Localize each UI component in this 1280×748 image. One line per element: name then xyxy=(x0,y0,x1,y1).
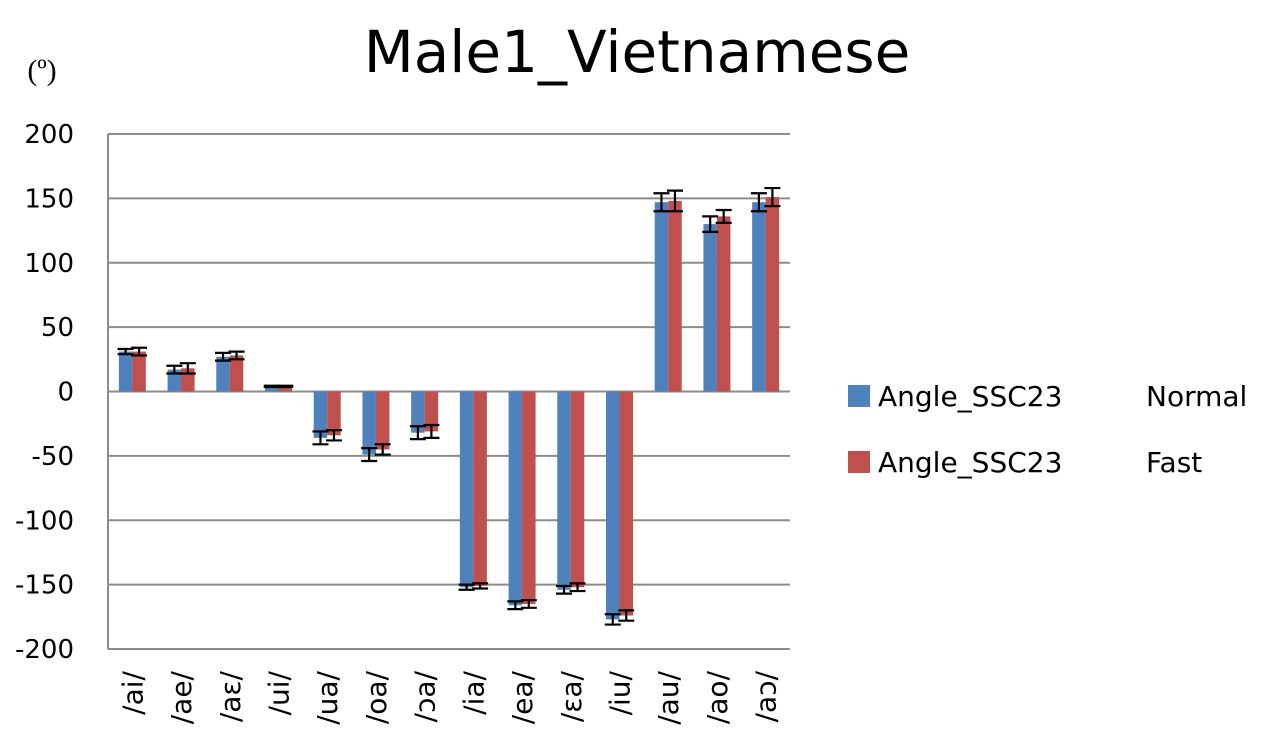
error-bar xyxy=(409,425,426,441)
error-bar xyxy=(277,384,294,389)
bar-fast xyxy=(473,391,487,586)
error-bar xyxy=(263,384,280,389)
bar-normal xyxy=(313,391,328,438)
error-bar xyxy=(166,364,183,375)
bar-fast xyxy=(522,391,536,604)
x-axis-ticks: /ai/ /ae/ /aɛ/ /ui/ /ua/ /oa/ /ɔa/ /ia/ /ea/ /ɛa/… xyxy=(116,670,782,724)
legend-condition: Fast xyxy=(1146,446,1202,479)
error-bar xyxy=(520,598,537,609)
error-bar xyxy=(653,192,670,213)
bar-normal xyxy=(557,391,571,590)
y-tick-label: 200 xyxy=(24,120,74,150)
x-tick-label: /au/ xyxy=(652,670,685,724)
error-bar xyxy=(131,346,148,357)
bar-normal xyxy=(265,386,279,392)
error-bar xyxy=(556,584,573,595)
bar-fast xyxy=(668,200,682,392)
y-tick-label: -50 xyxy=(32,442,74,472)
y-tick-label: 50 xyxy=(41,313,74,343)
legend-swatch-normal xyxy=(848,385,870,407)
x-tick-label: /ɛa/ xyxy=(555,670,588,722)
legend-series-name: Angle_SSC23 xyxy=(878,380,1062,413)
bar-normal xyxy=(606,391,620,620)
bar-normal xyxy=(118,351,133,392)
x-tick-label: /ui/ xyxy=(263,670,296,715)
bar-normal xyxy=(411,391,425,433)
x-tick-label: /ea/ xyxy=(506,670,539,724)
y-tick-label: 100 xyxy=(24,249,74,279)
x-tick-label: /ɔa/ xyxy=(409,670,442,722)
error-bar xyxy=(507,600,524,611)
bar-fast xyxy=(327,391,341,436)
legend-series-name: Angle_SSC23 xyxy=(878,446,1062,479)
x-tick-label: /iu/ xyxy=(604,670,637,715)
bar-fast xyxy=(570,391,585,588)
error-bar xyxy=(361,447,378,463)
error-bar xyxy=(458,583,475,591)
legend-condition: Normal xyxy=(1146,380,1247,413)
error-bar xyxy=(325,429,342,442)
legend: Angle_SSC23 Normal Angle_SSC23 Fast xyxy=(848,380,1247,479)
bar-fast xyxy=(765,197,780,392)
bar-normal xyxy=(752,202,766,392)
y-tick-label: -150 xyxy=(15,571,74,601)
error-bar xyxy=(215,351,232,362)
bar-fast xyxy=(278,386,292,392)
bar-fast xyxy=(229,355,244,392)
bar-normal xyxy=(703,224,717,392)
x-tick-label: /oa/ xyxy=(360,670,393,724)
error-bar xyxy=(618,609,635,622)
x-tick-label: /ao/ xyxy=(701,670,734,724)
bar-fast xyxy=(424,391,439,432)
bar-normal xyxy=(654,202,669,392)
error-bar xyxy=(764,186,781,208)
legend-swatch-fast xyxy=(848,451,870,473)
error-bar xyxy=(715,208,732,224)
error-bar xyxy=(666,189,683,213)
bar-fast xyxy=(375,391,390,450)
bars xyxy=(118,197,780,620)
chart-title: Male1_Vietnamese xyxy=(364,18,911,86)
y-tick-label: -100 xyxy=(15,506,74,536)
error-bar xyxy=(750,192,767,213)
bar-normal xyxy=(362,391,376,455)
x-tick-label: /ia/ xyxy=(457,670,490,714)
x-tick-label: /aɔ/ xyxy=(750,670,783,722)
y-unit-label: (º) xyxy=(27,54,56,87)
bar-normal xyxy=(167,369,182,392)
bar-fast xyxy=(619,391,633,616)
y-tick-label: 150 xyxy=(24,184,74,214)
bar-normal xyxy=(508,391,523,606)
y-axis-ticks: 200 150 100 50 0 -50 -100 -150 -200 xyxy=(15,120,74,665)
error-bar xyxy=(604,613,621,626)
error-bar xyxy=(569,582,586,593)
bar-fast xyxy=(132,351,146,392)
error-bar xyxy=(228,350,245,361)
y-tick-label: 0 xyxy=(57,378,74,408)
x-tick-label: /aɛ/ xyxy=(214,670,247,722)
error-bar xyxy=(472,582,489,590)
bar-fast xyxy=(716,216,731,392)
gridlines xyxy=(107,133,790,650)
error-bars xyxy=(117,186,781,626)
bar-normal xyxy=(459,391,474,588)
error-bar xyxy=(702,215,719,233)
x-tick-label: /ai/ xyxy=(116,670,149,714)
x-tick-label: /ae/ xyxy=(165,670,198,724)
error-bar xyxy=(179,362,196,375)
bar-normal xyxy=(216,356,230,392)
error-bar xyxy=(117,347,134,356)
error-bar xyxy=(374,443,391,456)
y-tick-label: -200 xyxy=(15,635,74,665)
x-tick-label: /ua/ xyxy=(311,670,344,724)
error-bar xyxy=(423,423,440,439)
error-bar xyxy=(312,430,329,446)
